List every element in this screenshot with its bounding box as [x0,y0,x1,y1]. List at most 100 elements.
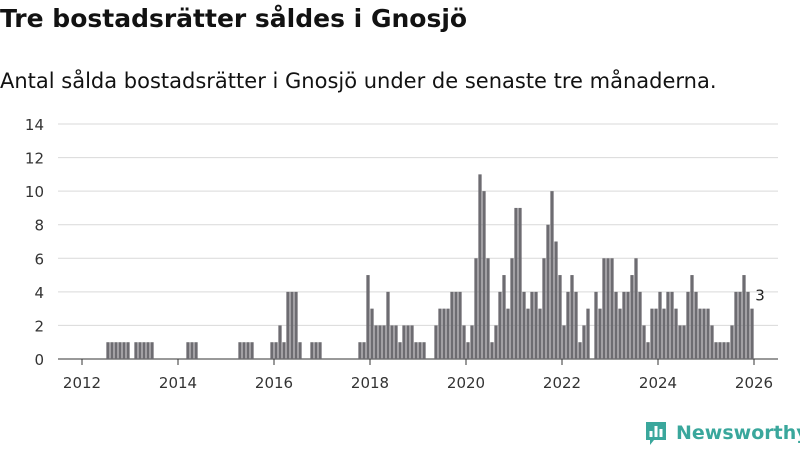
bar [238,342,242,359]
bar [710,325,714,359]
bar [562,325,566,359]
bar [458,291,462,359]
bar [242,342,246,359]
bar [574,291,578,359]
bar [746,291,750,359]
x-tick-label: 2014 [159,374,197,392]
newsworthy-logo-icon [646,422,666,445]
x-tick-label: 2024 [639,374,677,392]
bar [494,325,498,359]
bar [450,291,454,359]
bar [714,342,718,359]
bar [374,325,378,359]
bar [486,258,490,359]
bar [750,308,754,359]
bar [402,325,406,359]
x-tick-label: 2022 [543,374,581,392]
bar [646,342,650,359]
bar [522,291,526,359]
bar [734,291,738,359]
bar [650,308,654,359]
bar [678,325,682,359]
bar [626,291,630,359]
bar [638,291,642,359]
bar [534,291,538,359]
x-tick-label: 2026 [735,374,773,392]
bar [702,308,706,359]
bar [498,291,502,359]
bar [394,325,398,359]
bar [422,342,426,359]
page-subtitle: Antal sålda bostadsrätter i Gnosjö under… [0,69,717,93]
bar [410,325,414,359]
bar [462,325,466,359]
bar [310,342,314,359]
page-title: Tre bostadsrätter såldes i Gnosjö [0,4,468,33]
bar [286,291,290,359]
bar [578,342,582,359]
bar [478,174,482,359]
bar [658,291,662,359]
bar [718,342,722,359]
bar [722,342,726,359]
y-tick-label: 8 [34,217,44,235]
bar [582,325,586,359]
bar [414,342,418,359]
bar [518,207,522,359]
bar [470,325,474,359]
data-label: 3 [755,287,765,305]
bar [474,258,478,359]
bar [606,258,610,359]
bar [398,342,402,359]
bar [630,275,634,359]
bar [250,342,254,359]
y-tick-label: 10 [25,183,44,201]
bar [654,308,658,359]
bar [594,291,598,359]
bar [526,308,530,359]
bar [502,275,506,359]
bar [490,342,494,359]
bar [114,342,118,359]
bar [442,308,446,359]
bar [314,342,318,359]
x-tick-label: 2012 [63,374,101,392]
bar [298,342,302,359]
bar [554,241,558,359]
bar [670,291,674,359]
y-tick-label: 14 [25,116,44,134]
bar [706,308,710,359]
bar [438,308,442,359]
y-tick-label: 2 [34,317,44,335]
bar [682,325,686,359]
bar [558,275,562,359]
bar [550,191,554,359]
bar [602,258,606,359]
bar [686,291,690,359]
x-tick-label: 2016 [255,374,293,392]
bar [126,342,130,359]
bar [542,258,546,359]
bar [546,224,550,359]
bar [142,342,146,359]
bar [246,342,250,359]
bar [318,342,322,359]
bar [610,258,614,359]
y-tick-label: 0 [34,351,44,369]
bar [454,291,458,359]
x-tick-label: 2020 [447,374,485,392]
brand-logo[interactable]: Newsworthy [644,420,800,446]
bar [698,308,702,359]
bar [194,342,198,359]
bar [378,325,382,359]
bar [434,325,438,359]
bar [570,275,574,359]
bar [270,342,274,359]
x-tick-label: 2018 [351,374,389,392]
bar [290,291,294,359]
bar [566,291,570,359]
bar [510,258,514,359]
bar [370,308,374,359]
bar [730,325,734,359]
bar [146,342,150,359]
